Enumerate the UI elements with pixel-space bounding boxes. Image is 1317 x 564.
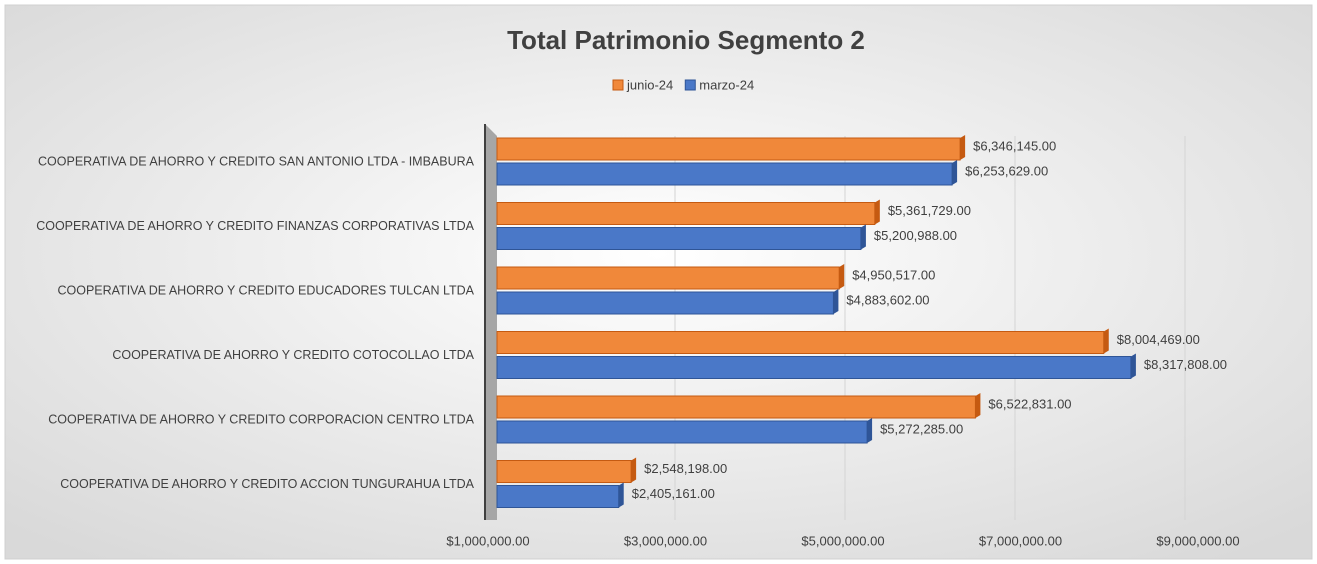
value-label: $2,405,161.00: [632, 486, 715, 501]
value-label: $5,361,729.00: [888, 203, 971, 218]
y-tick-label: COOPERATIVA DE AHORRO Y CREDITO CORPORAC…: [48, 412, 474, 426]
bar-side: [975, 393, 981, 418]
bar: [496, 420, 868, 444]
y-tick-label: COOPERATIVA DE AHORRO Y CREDITO COTOCOLL…: [112, 348, 474, 362]
value-label: $4,883,602.00: [846, 292, 929, 307]
x-tick-label: $3,000,000.00: [624, 533, 707, 548]
y-tick-label: COOPERATIVA DE AHORRO Y CREDITO ACCION T…: [60, 477, 474, 491]
value-label: $5,200,988.00: [874, 228, 957, 243]
y-tick-label: COOPERATIVA DE AHORRO Y CREDITO FINANZAS…: [36, 219, 474, 233]
x-tick-label: $7,000,000.00: [979, 533, 1062, 548]
bar-side: [960, 135, 966, 160]
bar: [496, 137, 961, 161]
bar-side: [839, 264, 845, 289]
bar-side: [860, 224, 866, 250]
bar: [496, 266, 840, 290]
bar-side: [867, 418, 873, 443]
bar: [496, 291, 834, 315]
bar: [496, 202, 876, 225]
bar: [496, 395, 976, 419]
chart-title: Total Patrimonio Segmento 2: [507, 25, 865, 55]
x-tick-label: $1,000,000.00: [446, 533, 529, 548]
bar: [496, 356, 1132, 379]
legend: junio-24 marzo-24: [612, 77, 754, 92]
bar: [496, 162, 953, 186]
value-label: $5,272,285.00: [880, 421, 963, 436]
value-label: $2,548,198.00: [644, 461, 727, 476]
legend-swatch: [684, 79, 696, 91]
bar-side: [631, 457, 637, 483]
bar-side: [833, 289, 839, 314]
y-tick-label: COOPERATIVA DE AHORRO Y CREDITO EDUCADOR…: [57, 283, 474, 297]
y-tick-label: COOPERATIVA DE AHORRO Y CREDITO SAN ANTO…: [38, 154, 475, 168]
bar-side: [952, 160, 958, 185]
value-label: $4,950,517.00: [852, 267, 935, 282]
value-label: $6,253,629.00: [965, 163, 1048, 178]
legend-swatch: [612, 79, 624, 91]
bar-side: [1103, 328, 1109, 354]
bar-side: [1130, 353, 1136, 379]
legend-label: junio-24: [626, 77, 673, 92]
bar-side: [874, 199, 880, 225]
bar: [496, 331, 1105, 354]
value-label: $8,317,808.00: [1144, 357, 1227, 372]
bar: [496, 460, 632, 483]
value-label: $8,004,469.00: [1117, 332, 1200, 347]
bar-side: [618, 482, 624, 508]
back-wall: [485, 124, 497, 520]
bar: [496, 227, 862, 250]
x-tick-label: $9,000,000.00: [1156, 533, 1239, 548]
x-tick-label: $5,000,000.00: [801, 533, 884, 548]
value-label: $6,522,831.00: [988, 396, 1071, 411]
bar: [496, 485, 620, 508]
legend-label: marzo-24: [699, 77, 754, 92]
value-label: $6,346,145.00: [973, 138, 1056, 153]
